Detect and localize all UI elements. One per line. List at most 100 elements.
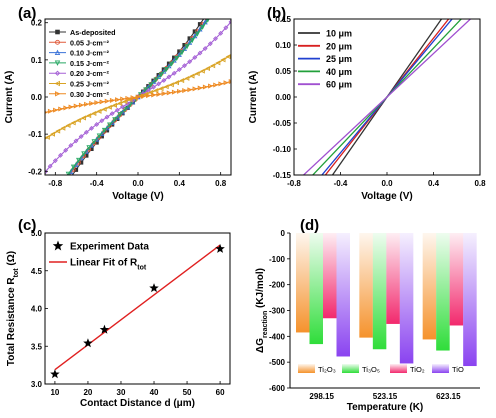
x-tick-label: 298.15 <box>309 392 334 401</box>
y-tick-label: 4.0 <box>31 305 43 314</box>
y-tick-label: 3.5 <box>31 342 43 351</box>
x-tick-label: 10 <box>50 388 59 397</box>
x-tick-label: -0.8 <box>287 179 301 188</box>
data-point <box>216 3 220 7</box>
y-axis-title: Total Resistance Rtot (Ω) <box>6 251 20 366</box>
data-point <box>228 19 231 25</box>
data-point <box>48 202 52 206</box>
data-point <box>151 84 156 90</box>
data-point <box>63 105 69 111</box>
panel-label: (b) <box>267 5 286 22</box>
data-point <box>213 82 219 88</box>
data-point <box>99 99 105 105</box>
data-point <box>184 44 190 50</box>
data-point <box>223 25 229 31</box>
x-axis-title: Contact Distance d (μm) <box>80 398 195 409</box>
data-point <box>55 29 60 35</box>
data-point <box>106 104 112 110</box>
y-tick-label: -0.10 <box>273 145 292 154</box>
data-point <box>202 46 208 51</box>
legend-label: 25 μm <box>326 54 352 64</box>
legend-label: 0.15 J·cm⁻² <box>70 59 110 68</box>
data-point <box>211 11 215 15</box>
panel-label: (c) <box>18 217 36 234</box>
bar <box>372 233 387 350</box>
data-point <box>60 125 66 131</box>
legend-label: 40 μm <box>326 67 352 77</box>
data-point <box>153 77 159 83</box>
data-point <box>51 200 55 204</box>
data-point <box>54 80 60 87</box>
data-point <box>58 106 64 112</box>
legend-label: 0.05 J·cm⁻² <box>70 38 110 47</box>
data-point <box>64 184 68 188</box>
x-tick-label: -0.4 <box>90 179 104 188</box>
y-tick-label: -0.15 <box>273 171 292 180</box>
series-group <box>302 19 472 175</box>
y-tick-label: -0.2 <box>28 167 42 176</box>
data-point <box>101 127 107 133</box>
data-point <box>225 54 231 60</box>
x-tick-label: 0.0 <box>132 179 144 188</box>
data-point <box>89 125 94 131</box>
data-point <box>52 240 64 251</box>
y-tick-label: 0.0 <box>31 93 43 102</box>
bar <box>422 233 437 340</box>
panel-b: -0.8 -0.4 0.0 0.4 0.8 -0.15 -0.10 -0.05 0.00 0.05… <box>248 5 486 202</box>
data-point <box>189 38 195 44</box>
legend-label: 0.30 J·cm⁻² <box>70 90 110 99</box>
x-tick-label: 40 <box>150 388 159 397</box>
data-point <box>89 100 95 106</box>
y-tick-label: -0.05 <box>273 119 292 128</box>
y-axis-title: ΔGreaction (KJ/mol) <box>255 268 269 353</box>
bar <box>309 233 323 345</box>
legend-label: Experiment Data <box>70 242 149 253</box>
data-point <box>69 176 73 180</box>
x-tick-label: 20 <box>83 388 92 397</box>
y-tick-label: 0 <box>281 229 286 238</box>
x-tick-label: -0.4 <box>334 179 348 188</box>
data-point <box>184 75 190 81</box>
data-point <box>79 160 84 165</box>
legend-label: 60 μm <box>326 80 352 90</box>
data-point <box>148 82 154 88</box>
data-point <box>104 114 110 120</box>
x-tick-label: 0.4 <box>428 179 440 188</box>
data-point <box>151 92 157 98</box>
data-point <box>187 59 193 65</box>
y-tick-label: -500 <box>269 358 286 367</box>
data-point <box>209 13 213 17</box>
x-axis-title: Temperature (K) <box>347 402 424 413</box>
data-point <box>64 177 68 181</box>
data-point <box>120 96 126 102</box>
data-point <box>94 122 100 127</box>
legend-label: Ti₂O₃ <box>318 365 336 374</box>
data-point <box>122 107 128 113</box>
x-tick-label: 60 <box>216 388 225 397</box>
data-point <box>148 89 154 95</box>
data-point <box>50 369 60 379</box>
data-point <box>78 102 84 108</box>
data-point <box>179 50 185 56</box>
x-tick-label: 0.8 <box>474 179 486 188</box>
data-point <box>54 60 61 66</box>
data-point <box>84 101 90 107</box>
data-point <box>78 134 84 139</box>
data-point <box>214 5 218 9</box>
data-point <box>117 100 123 106</box>
series-group <box>45 3 231 206</box>
data-point <box>45 134 50 140</box>
data-point <box>171 89 177 95</box>
data-point <box>54 70 61 76</box>
y-tick-label: 0.1 <box>31 56 43 65</box>
data-point <box>65 171 71 175</box>
data-point <box>210 63 216 69</box>
data-point <box>127 102 133 108</box>
data-point <box>182 63 187 69</box>
y-axis-title: Current (A) <box>4 71 15 124</box>
data-point <box>143 87 149 93</box>
data-point <box>51 196 55 200</box>
data-point <box>182 88 188 94</box>
data-point <box>111 102 117 108</box>
